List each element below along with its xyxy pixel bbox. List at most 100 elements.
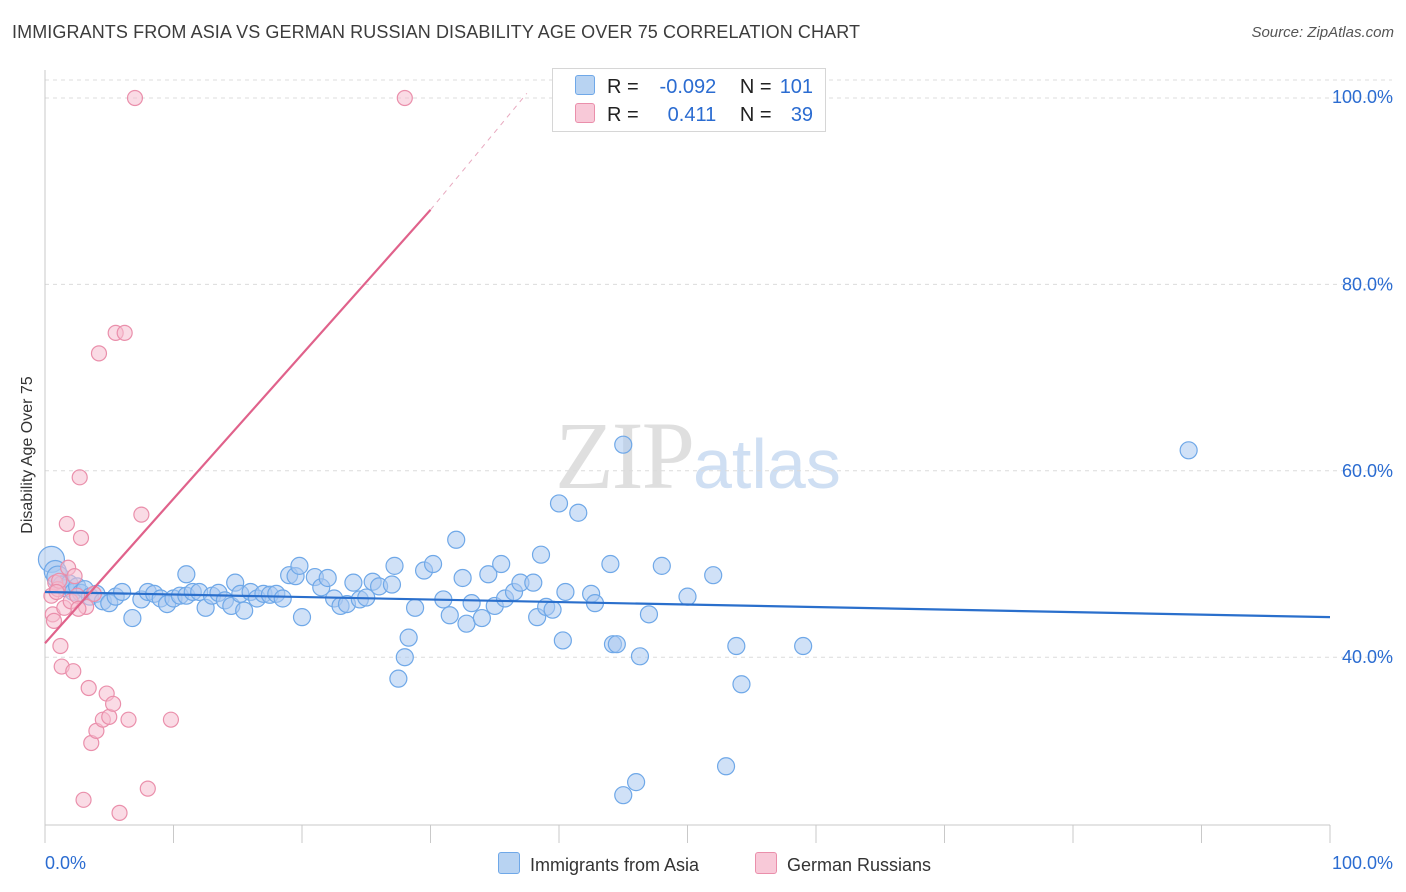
asia-point [123,608,142,628]
asia-point [614,786,633,805]
german-russian-point [52,637,69,655]
asia-point [626,773,646,792]
legend-n-value: 101 [779,76,814,98]
asia-point [389,669,408,688]
legend-n-label: N = [739,76,772,98]
asia-point [652,556,671,575]
watermark-atlas: atlas [693,425,841,503]
asia-point [630,647,650,666]
chart-title: IMMIGRANTS FROM ASIA VS GERMAN RUSSIAN D… [12,22,861,42]
bottom-legend-label-german-russian: German Russians [787,855,932,875]
asia-point [794,636,813,656]
asia-point [704,566,723,585]
asia-point [382,575,402,594]
asia-point [290,556,309,575]
asia-point [318,568,337,588]
legend-row-asia: R = -0.092 N = 101 [575,75,813,99]
legend-row-german-russian: R = 0.411 N = 39 [575,103,813,127]
asia-point [716,757,736,776]
legend-n-value: 39 [790,104,814,126]
asia-point [472,608,491,628]
asia-point [457,614,476,633]
asia-point [556,582,575,602]
asia-point [292,608,312,627]
asia-point [553,631,572,650]
bottom-legend-swatch-german-russian [755,852,777,874]
german-russian-point [80,679,97,697]
german-russian-point [72,529,90,547]
asia-point [453,568,472,588]
y-tick-label: 40.0% [1342,647,1393,667]
asia-point [543,600,562,619]
german-russian-point [75,791,92,808]
german-russian-point [70,600,87,617]
german-russian-trend-extension [430,92,528,211]
german-russian-trend-line [44,209,432,644]
y-tick-label: 80.0% [1342,274,1393,294]
asia-point [235,601,254,620]
asia-point [112,582,132,602]
asia-point [462,594,481,613]
watermark: ZIPatlas [555,400,841,511]
german-russian-point [120,711,137,728]
asia-point [614,435,633,454]
bottom-legend-german-russian: German Russians [755,852,931,876]
source-label: Source: ZipAtlas.com [1251,24,1394,41]
german-russian-point [65,663,82,680]
german-russian-point [90,345,108,362]
german-russian-point [66,568,83,585]
asia-point [601,554,620,574]
asia-point [405,598,425,617]
asia-point [524,573,543,592]
asia-point [447,530,466,549]
asia-point [549,494,569,513]
asia-point [732,675,751,694]
asia-point [479,565,498,584]
legend-swatch-asia [575,75,595,95]
asia-point [1179,441,1198,460]
y-tick-label: 60.0% [1342,461,1393,481]
asia-point [492,554,511,574]
german-russian-point [111,804,128,821]
german-russian-point [71,469,88,486]
german-russian-point [396,89,413,107]
correlation-legend: R = -0.092 N = 101 R = 0.411 N = 39 [552,68,826,132]
x-tick-label: 0.0% [45,853,86,873]
x-tick-label: 100.0% [1332,853,1393,873]
y-tick-label: 100.0% [1332,87,1393,107]
german-russian-point [58,515,75,533]
bottom-legend-swatch-asia [498,852,520,874]
watermark-zip: ZIP [555,402,695,509]
asia-point [423,554,443,574]
legend-r-label: R = [607,104,639,126]
bottom-legend-asia: Immigrants from Asia [498,852,699,876]
german-russian-point [45,612,63,629]
asia-point [440,606,459,625]
asia-point [639,605,659,624]
asia-trend-line [44,590,1331,619]
legend-r-value: 0.411 [667,104,717,126]
legend-r-value: -0.092 [659,76,717,98]
legend-n-label: N = [739,104,772,126]
legend-r-label: R = [607,76,639,98]
german-russian-point [139,780,156,797]
asia-point [569,503,588,522]
asia-point [531,545,551,564]
asia-point [344,573,363,592]
german-russian-point [105,695,122,712]
legend-swatch-german-russian [575,103,595,123]
german-russian-point [162,711,180,728]
asia-point [607,635,626,654]
asia-point [727,636,746,656]
asia-point [399,628,418,647]
asia-point [678,587,697,606]
german-russian-point [116,324,133,341]
asia-point [385,556,404,575]
german-russian-point [126,89,144,107]
asia-point [273,589,292,608]
bottom-legend-label-asia: Immigrants from Asia [530,855,700,875]
asia-point [395,648,414,667]
asia-point [177,565,196,584]
german-russian-point [133,506,150,523]
